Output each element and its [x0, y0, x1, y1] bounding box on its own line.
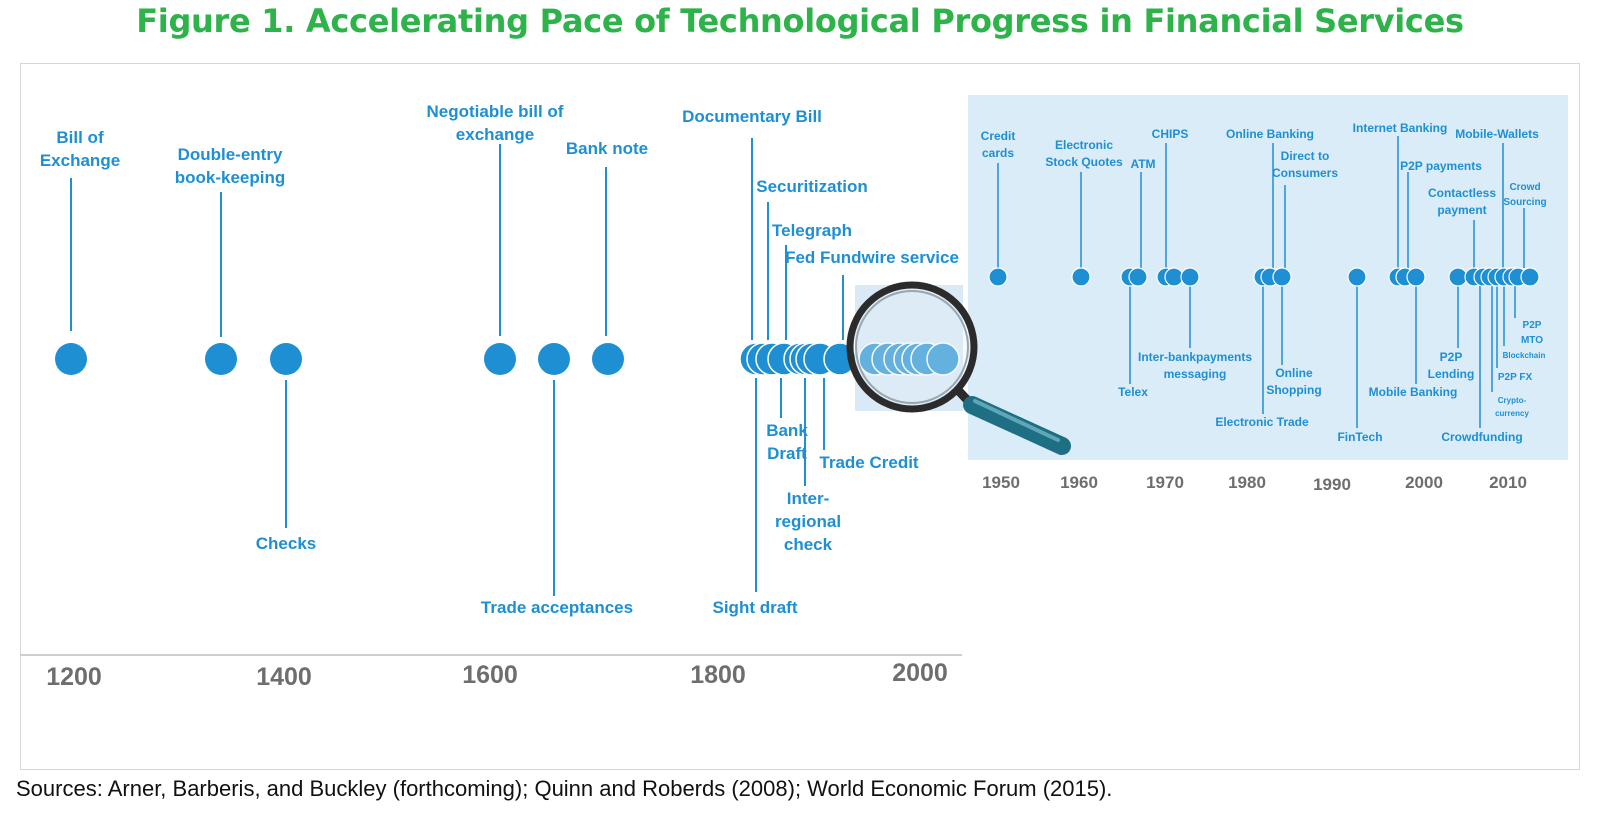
main-axis-tick-1600: 1600 [462, 661, 518, 689]
label-negotiable-bill-of-exchange: Negotiable bill of exchange [427, 102, 564, 144]
inset-label-online-banking: Online Banking [1226, 127, 1314, 141]
inset-label-mobile-banking: Mobile Banking [1369, 385, 1458, 399]
inset-dot-5 [1164, 267, 1184, 287]
magnifier-handle [963, 396, 1071, 455]
inset-dot-10 [1347, 267, 1367, 287]
inset-axis-tick-1980: 1980 [1228, 473, 1266, 492]
dot-zoom-6 [926, 342, 960, 376]
inset-label-atm: ATM [1130, 157, 1155, 171]
main-axis-tick-2000: 2000 [892, 659, 948, 687]
inset-dot-13 [1406, 267, 1426, 287]
label-bill-of-exchange: Bill of Exchange [40, 128, 120, 170]
inset-dot-0 [988, 267, 1008, 287]
dot-main-2 [270, 343, 302, 375]
source-note: Sources: Arner, Barberis, and Buckley (f… [16, 776, 1113, 801]
label-bank-draft: Bank Draft [766, 421, 808, 463]
inset-label-chips: CHIPS [1152, 127, 1189, 141]
inset-label-inter-bankpayments-messaging: Inter-bankpayments messaging [1138, 350, 1252, 381]
inset-label-direct-to-consumers: Direct to Consumers [1272, 149, 1338, 180]
magnifier-rim [855, 290, 969, 404]
inset-label-electronic-stock-quotes: Electronic Stock Quotes [1045, 138, 1123, 169]
label-checks: Checks [256, 534, 316, 553]
inset-axis-tick-2000: 2000 [1405, 473, 1443, 492]
label-double-entry-book-keeping: Double-entry book-keeping [175, 145, 286, 187]
inset-label-p2p-lending: P2P Lending [1428, 350, 1475, 381]
inset-axis-tick-1990: 1990 [1313, 475, 1351, 494]
label-trade-acceptances: Trade acceptances [481, 598, 633, 617]
magnifier-handle-highlight [973, 399, 1060, 442]
inset-dot-1 [1071, 267, 1091, 287]
dot-main-1 [205, 343, 237, 375]
main-axis-tick-1800: 1800 [690, 661, 746, 689]
inset-label-electronic-trade: Electronic Trade [1215, 415, 1309, 429]
dot-main-0 [55, 343, 87, 375]
inset-label-internet-banking: Internet Banking [1353, 121, 1448, 135]
inset-label-mobile-wallets: Mobile-Wallets [1455, 127, 1539, 141]
inset-label-telex: Telex [1118, 385, 1148, 399]
label-documentary-bill: Documentary Bill [682, 107, 822, 126]
inset-label-p2p-payments: P2P payments [1400, 159, 1482, 173]
inset-label-online-shopping: Online Shopping [1266, 366, 1321, 397]
inset-label-contactless-payment: Contactless payment [1428, 186, 1496, 217]
inset-label-fintech: FinTech [1337, 430, 1382, 444]
magnifier-lens [846, 281, 978, 413]
label-telegraph: Telegraph [772, 221, 852, 240]
dot-main-5 [592, 343, 624, 375]
label-bank-note: Bank note [566, 139, 648, 158]
inset-dot-6 [1180, 267, 1200, 287]
inset-label-blockchain: Blockchain [1503, 351, 1546, 360]
inset-dot-22 [1520, 267, 1540, 287]
figure-title: Figure 1. Accelerating Pace of Technolog… [136, 2, 1464, 40]
inset-label-p2p-mto: P2P MTO [1521, 320, 1543, 346]
label-fed-fundwire-service: Fed Fundwire service [785, 248, 959, 267]
inset-label-crowd-sourcing: Crowd Sourcing [1503, 182, 1546, 208]
main-axis-tick-1400: 1400 [256, 663, 312, 691]
inset-axis-tick-1970: 1970 [1146, 473, 1184, 492]
inset-axis-tick-1960: 1960 [1060, 473, 1098, 492]
inset-axis-tick-1950: 1950 [982, 473, 1020, 492]
inset-dot-9 [1272, 267, 1292, 287]
inset-label-crowdfunding: Crowdfunding [1441, 430, 1522, 444]
inset-label-p2p-fx: P2P FX [1498, 372, 1533, 383]
inset-axis-tick-2010: 2010 [1489, 473, 1527, 492]
label-inter-regional-check: Inter-regional check [775, 489, 841, 554]
dot-main-3 [484, 343, 516, 375]
inset-label-credit-cards: Credit cards [981, 129, 1016, 160]
inset-dot-3 [1128, 267, 1148, 287]
label-securitization: Securitization [756, 177, 867, 196]
main-axis-tick-1200: 1200 [46, 663, 102, 691]
label-sight-draft: Sight draft [713, 598, 798, 617]
inset-dot-14 [1448, 267, 1468, 287]
dot-main-4 [538, 343, 570, 375]
label-trade-credit: Trade Credit [819, 453, 919, 472]
inset-label-crypto-currency: Crypto-currency [1495, 396, 1529, 418]
